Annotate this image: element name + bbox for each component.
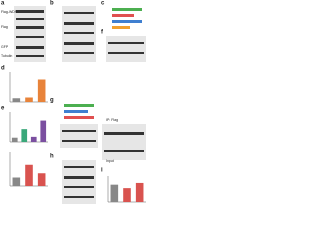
bar <box>37 173 46 186</box>
bar <box>25 164 33 186</box>
domain-diagram-g <box>60 104 146 160</box>
bar <box>25 97 33 102</box>
blot-a <box>14 6 46 62</box>
bar <box>37 79 46 102</box>
panel-label: c <box>101 1 105 7</box>
panel-label: g <box>50 98 54 104</box>
bar <box>11 137 18 142</box>
bar <box>12 177 21 186</box>
bar <box>123 188 131 202</box>
domain-diagram-f <box>106 8 146 62</box>
blot-b <box>62 6 96 62</box>
bar <box>135 182 144 202</box>
panel-label: i <box>101 168 103 174</box>
figure: Flag-WDR Flag GFP Tubulin Input IP: Flag… <box>1 1 146 204</box>
panel-label: h <box>50 154 54 160</box>
blot-label: Input <box>106 159 114 163</box>
panel-label: f <box>101 30 104 36</box>
blot-label: Tubulin <box>1 54 12 58</box>
blot-label: IP: Flag <box>106 118 118 122</box>
bar <box>30 136 37 142</box>
blot-label: Flag <box>1 25 8 29</box>
blot-h <box>62 160 96 204</box>
panel-label: b <box>50 1 54 7</box>
blot-label: GFP <box>1 45 9 49</box>
blot-label: Flag-WDR <box>1 10 18 14</box>
bar <box>40 120 47 142</box>
panel-label: e <box>1 106 5 112</box>
bar <box>21 129 28 142</box>
bar <box>12 98 21 102</box>
panel-label: d <box>1 66 5 72</box>
bar <box>110 184 119 202</box>
panel-label: a <box>1 1 5 7</box>
